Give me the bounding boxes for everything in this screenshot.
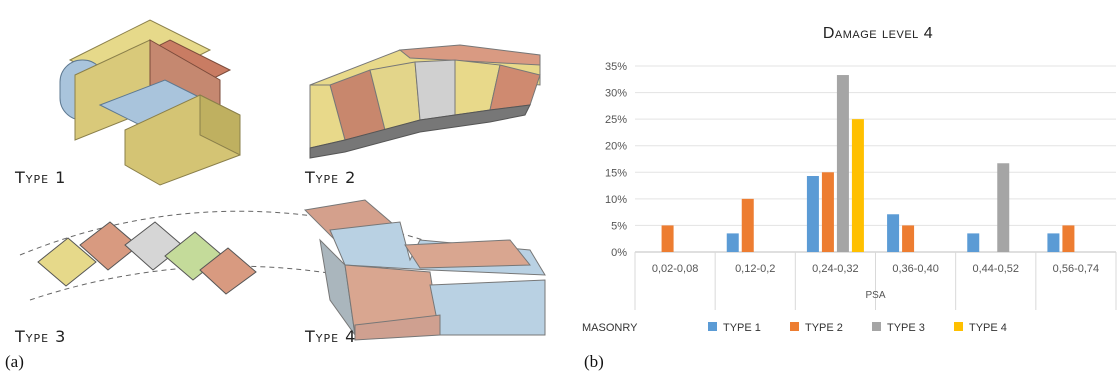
legend-label: TYPE 4 bbox=[969, 322, 1007, 334]
legend-label: TYPE 1 bbox=[723, 322, 761, 334]
chart-title: Damage level 4 bbox=[823, 25, 933, 42]
x-tick-label: 0,24-0,32 bbox=[812, 263, 858, 275]
x-tick-label: 0,36-0,40 bbox=[892, 263, 938, 275]
masonry-types-figure: Type 1 Type 2 Type 3 Type 4 (a) bbox=[0, 0, 560, 374]
legend-swatch bbox=[790, 322, 799, 331]
y-tick-label: 35% bbox=[605, 61, 627, 73]
bar-type-1 bbox=[806, 176, 819, 252]
bar-type-1 bbox=[887, 214, 900, 252]
legend-label: TYPE 2 bbox=[805, 322, 843, 334]
chart-bars bbox=[661, 75, 1075, 253]
legend-label: TYPE 3 bbox=[887, 322, 925, 334]
y-tick-label: 30% bbox=[605, 88, 627, 100]
type4-label: Type 4 bbox=[305, 327, 357, 346]
chart-legend: MASONRY TYPE 1 TYPE 2 TYPE 3 TYPE 4 bbox=[582, 322, 1007, 334]
bar-type-3 bbox=[997, 163, 1010, 252]
bar-type-2 bbox=[821, 172, 834, 252]
x-axis: 0,02-0,08 0,12-0,2 0,24-0,32 0,36-0,40 0,44-… bbox=[634, 252, 1117, 310]
bar-type-1 bbox=[726, 233, 739, 252]
damage-level-chart: Damage level 4 0% 5% 10% 15% 20% 25% 30% 35% 0,… bbox=[582, 25, 1117, 334]
x-tick-label: 0,56-0,74 bbox=[1053, 263, 1099, 275]
legend-swatch bbox=[708, 322, 717, 331]
type1-illustration bbox=[59, 19, 241, 186]
legend-swatch bbox=[872, 322, 881, 331]
damage-chart-panel: Damage level 4 0% 5% 10% 15% 20% 25% 30% 35% 0,… bbox=[580, 0, 1118, 374]
y-tick-label: 15% bbox=[605, 167, 627, 179]
panel-label-b: (b) bbox=[584, 352, 604, 371]
bar-type-2 bbox=[902, 225, 915, 252]
type2-label: Type 2 bbox=[305, 168, 357, 187]
legend-swatch bbox=[954, 322, 963, 331]
bar-type-2 bbox=[1062, 225, 1075, 252]
type1-label: Type 1 bbox=[15, 168, 67, 187]
x-tick-label: 0,12-0,2 bbox=[735, 263, 775, 275]
x-axis-label: PSA bbox=[865, 290, 885, 301]
y-axis: 0% 5% 10% 15% 20% 25% 30% 35% bbox=[605, 61, 627, 259]
bar-type-2 bbox=[741, 198, 754, 252]
x-tick-label: 0,02-0,08 bbox=[652, 263, 698, 275]
masonry-illustrations bbox=[19, 19, 546, 341]
type3-illustration bbox=[19, 210, 481, 306]
bar-type-4 bbox=[851, 119, 864, 253]
bar-type-1 bbox=[967, 233, 980, 252]
bar-type-1 bbox=[1047, 233, 1060, 252]
y-tick-label: 25% bbox=[605, 114, 627, 126]
bar-type-2 bbox=[661, 225, 674, 252]
chart-gridlines bbox=[635, 65, 1116, 253]
bar-type-3 bbox=[836, 75, 849, 252]
y-tick-label: 20% bbox=[605, 141, 627, 153]
y-tick-label: 5% bbox=[611, 220, 627, 232]
legend-title: MASONRY bbox=[582, 322, 638, 334]
panel-label-a: (a) bbox=[5, 352, 24, 371]
type2-illustration bbox=[309, 44, 541, 159]
y-tick-label: 10% bbox=[605, 194, 627, 206]
type3-label: Type 3 bbox=[15, 327, 67, 346]
y-tick-label: 0% bbox=[611, 247, 627, 259]
type4-illustration bbox=[303, 199, 546, 341]
x-tick-label: 0,44-0,52 bbox=[973, 263, 1019, 275]
